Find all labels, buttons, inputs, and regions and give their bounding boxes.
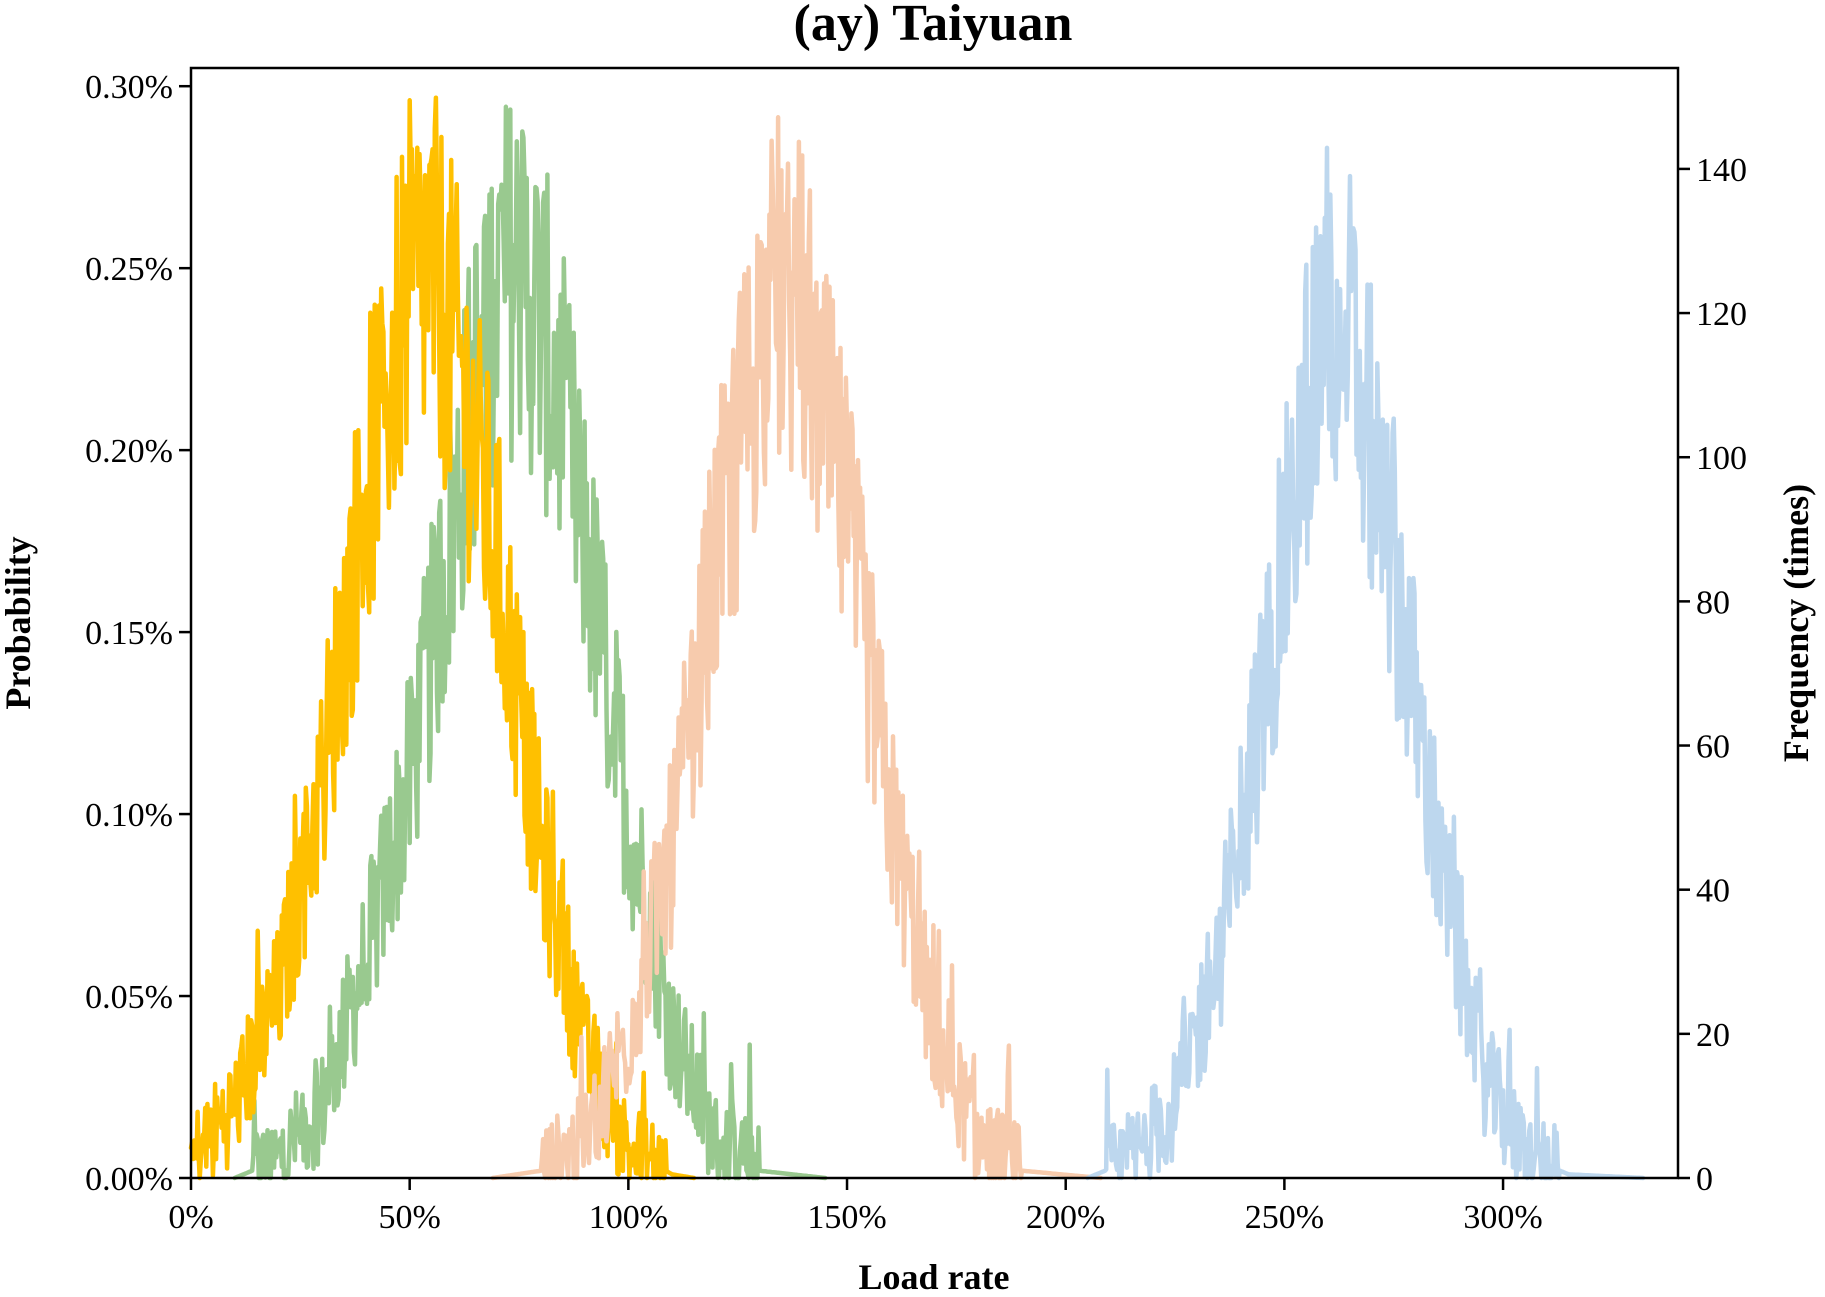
- y-axis-right: 0 20 40 60 80 100 120 140: [1678, 152, 1747, 1198]
- y-right-tick-label: 0: [1696, 1161, 1713, 1198]
- y-axis-right-title: Frequency (times): [1776, 484, 1816, 762]
- y-left-tick-label: 0.00%: [85, 1161, 173, 1198]
- x-axis-title: Load rate: [859, 1257, 1010, 1297]
- y-left-tick-label: 0.05%: [85, 979, 173, 1016]
- x-tick-label: 200%: [1026, 1199, 1105, 1236]
- y-left-tick-label: 0.25%: [85, 251, 173, 288]
- series-line-4: [1085, 145, 1646, 1181]
- y-right-tick-label: 120: [1696, 296, 1747, 333]
- x-tick-label: 0%: [168, 1199, 213, 1236]
- y-left-tick-label: 0.15%: [85, 615, 173, 652]
- y-left-tick-label: 0.10%: [85, 797, 173, 834]
- plot-frame: [189, 66, 1680, 1180]
- y-right-tick-label: 40: [1696, 873, 1730, 910]
- x-tick-label: 150%: [807, 1199, 886, 1236]
- y-right-tick-label: 20: [1696, 1017, 1730, 1054]
- y-right-tick-label: 60: [1696, 729, 1730, 766]
- y-right-tick-label: 100: [1696, 440, 1747, 477]
- series-line-3: [490, 115, 1103, 1181]
- y-right-tick-label: 80: [1696, 584, 1730, 621]
- y-axis-left: 0.00% 0.05% 0.10% 0.15% 0.20% 0.25% 0.30%: [85, 69, 191, 1198]
- chart-title: (ay) Taiyuan: [794, 0, 1073, 52]
- y-left-tick-label: 0.30%: [85, 69, 173, 106]
- x-tick-label: 100%: [589, 1199, 668, 1236]
- x-tick-label: 300%: [1463, 1199, 1542, 1236]
- x-tick-label: 50%: [379, 1199, 441, 1236]
- y-axis-left-title: Probability: [0, 536, 38, 709]
- series-layer: [188, 95, 1646, 1181]
- y-right-tick-label: 140: [1696, 152, 1747, 189]
- x-tick-label: 250%: [1245, 1199, 1324, 1236]
- series-line-1: [232, 104, 828, 1181]
- x-axis: 0% 50% 100% 150% 200% 250% 300%: [168, 1178, 1543, 1236]
- y-left-tick-label: 0.20%: [85, 433, 173, 470]
